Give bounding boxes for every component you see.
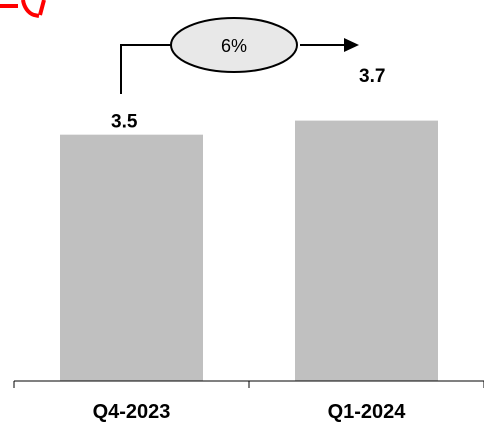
x-tick-q4-2023: Q4-2023 xyxy=(93,401,171,423)
growth-label: 6% xyxy=(221,36,247,56)
bars-layer xyxy=(60,120,438,381)
value-label-q4-2023: 3.5 xyxy=(111,112,138,133)
labels-layer: 3.5 Q4-2023 3.7 Q1-2024 xyxy=(93,66,407,423)
growth-arrow-head xyxy=(344,38,359,52)
x-tick-q1-2024: Q1-2024 xyxy=(328,401,407,423)
bar-q4-2023 xyxy=(60,134,203,381)
clipped-title-fragment xyxy=(0,0,46,18)
growth-bubble xyxy=(170,17,298,73)
growth-annotation: 6% xyxy=(120,17,359,94)
x-axis xyxy=(13,380,484,388)
value-label-q1-2024: 3.7 xyxy=(359,66,385,87)
growth-arrow-line xyxy=(120,44,344,94)
bar-q1-2024 xyxy=(295,120,438,381)
